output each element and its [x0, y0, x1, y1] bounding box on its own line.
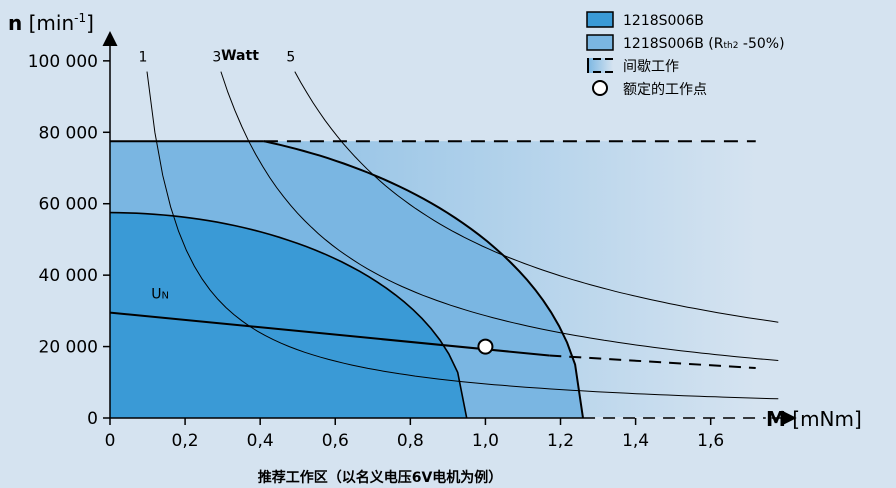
operating-regions [109, 140, 756, 419]
y-tick-label: 100 000 [28, 52, 98, 72]
power-curve-label-5: 5 [286, 50, 295, 66]
x-tick-label: 1,0 [472, 431, 499, 451]
x-tick-label: 0 [105, 431, 116, 451]
power-curve-3 [220, 71, 779, 361]
y-axis-title: n [min-1] [8, 11, 94, 35]
x-tick-label: 1,6 [697, 431, 724, 451]
power-curve-1 [146, 71, 779, 400]
power-curve-label-3: 3 [212, 50, 221, 66]
rated-operating-point [477, 338, 494, 355]
legend-label-0: 1218S006B [623, 13, 704, 29]
x-tick-label: 1,4 [622, 431, 649, 451]
x-tick-label: 0,8 [397, 431, 424, 451]
un-line-dashed [549, 354, 756, 369]
legend-swatch-intermittent [587, 58, 613, 73]
power-curve-label-1: 1 [138, 50, 147, 66]
y-tick-label: 0 [87, 409, 98, 429]
x-tick-label: 0,2 [172, 431, 199, 451]
x-tick-label: 1,2 [547, 431, 574, 451]
rated-region [110, 212, 467, 418]
un-label: UN [151, 286, 169, 302]
y-tick-label: 40 000 [39, 266, 98, 286]
legend-label-3: 额定的工作点 [623, 82, 707, 98]
y-tick-label: 20 000 [39, 338, 98, 358]
y-tick-label: 80 000 [39, 123, 98, 143]
legend-swatch-0 [586, 11, 614, 28]
x-axis-title: M [mNm] [766, 407, 862, 431]
y-tick-label: 60 000 [39, 195, 98, 215]
un-line [109, 311, 550, 357]
power-curve-5 [294, 71, 779, 323]
chart-caption: 推荐工作区（以名义电压6V电机为例） [258, 469, 503, 486]
legend-label-2: 间歇工作 [623, 59, 679, 75]
legend-swatch-1 [586, 34, 614, 51]
x-tick-label: 0,4 [247, 431, 274, 451]
power-curves: 1 3 5 Watt UN [109, 48, 779, 400]
axes: 0 20 000 40 000 60 000 80 000 100 000 0 0,2 0,4 0… [8, 11, 862, 486]
power-unit-label: Watt [221, 48, 259, 64]
x-tick-label: 0,6 [322, 431, 349, 451]
rated-region-border [109, 211, 468, 419]
legend-marker-operating-point [592, 80, 608, 96]
legend-label-1: 1218S006B (Rth2 -50%) [623, 36, 785, 52]
extended-region-border [263, 140, 584, 419]
